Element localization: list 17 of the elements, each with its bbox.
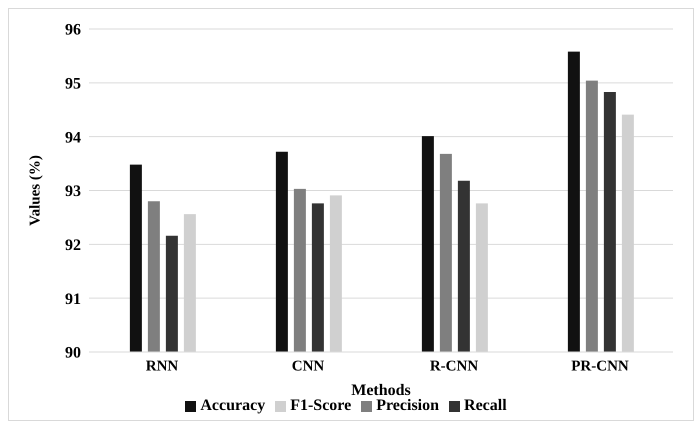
y-axis-title: Values (%) (27, 155, 44, 226)
x-tick-label: R-CNN (430, 358, 478, 375)
legend-label: Recall (464, 397, 507, 414)
legend-label: Precision (376, 397, 440, 414)
x-tick-label: PR-CNN (571, 358, 629, 375)
x-axis-title: Methods (351, 382, 411, 399)
y-tick-label: 92 (65, 237, 81, 254)
y-tick-label: 94 (65, 129, 81, 146)
y-tick-label: 93 (65, 183, 81, 200)
y-tick-label: 91 (65, 290, 81, 308)
y-tick-label: 96 (65, 22, 81, 39)
y-tick-label: 90 (65, 344, 81, 362)
legend-label: Accuracy (200, 397, 266, 414)
legend-label: F1-Score (290, 397, 352, 414)
x-tick-label: CNN (292, 358, 324, 375)
x-tick-label: RNN (146, 358, 178, 375)
y-tick-label: 95 (65, 76, 81, 93)
